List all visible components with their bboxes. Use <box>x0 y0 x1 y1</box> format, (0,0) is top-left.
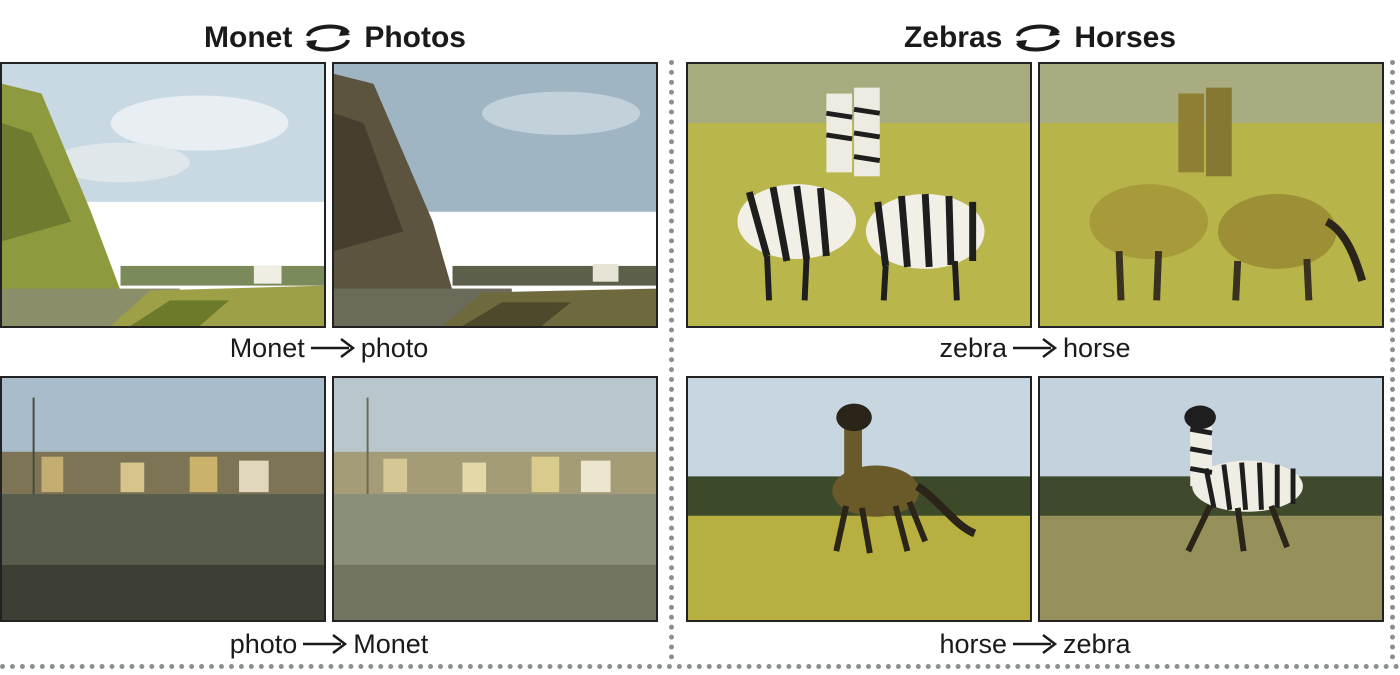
horse-photo-image <box>686 376 1032 622</box>
caption-to: horse <box>1063 332 1131 363</box>
photo-translated-river-image <box>332 62 658 328</box>
zebras-photo-image <box>686 62 1032 328</box>
right-arrow-icon <box>1013 338 1058 358</box>
cycle-arrows-icon <box>306 24 351 52</box>
caption-to: photo <box>360 332 429 363</box>
bottom-divider <box>0 664 1400 669</box>
left-title: Monet Photos <box>0 14 670 62</box>
right-border-divider <box>1390 60 1395 660</box>
caption-horse-to-zebra: horse zebra <box>686 626 1384 662</box>
caption-monet-to-photo: Monet photo <box>0 330 658 366</box>
right-arrow-icon <box>1013 634 1058 654</box>
monet-painting-river-image <box>0 62 326 328</box>
caption-photo-to-monet: photo Monet <box>0 626 658 662</box>
right-arrow-icon <box>303 634 348 654</box>
right-title-b: Horses <box>1074 21 1177 54</box>
zebra-translated-image <box>1038 376 1384 622</box>
right-title-a: Zebras <box>903 21 1003 54</box>
caption-from: photo <box>229 628 298 659</box>
horses-translated-image <box>1038 62 1384 328</box>
photo-harbor-image <box>0 376 326 622</box>
caption-to: Monet <box>353 628 429 659</box>
right-title: Zebras Horses <box>680 14 1400 62</box>
right-arrow-icon <box>310 338 355 358</box>
caption-from: Monet <box>229 332 305 363</box>
left-title-a: Monet <box>204 21 293 54</box>
caption-from: zebra <box>939 332 1007 363</box>
caption-from: horse <box>939 628 1007 659</box>
cycle-arrows-icon <box>1016 24 1061 52</box>
monet-style-harbor-image <box>332 376 658 622</box>
caption-zebra-to-horse: zebra horse <box>686 330 1384 366</box>
caption-to: zebra <box>1063 628 1131 659</box>
left-title-b: Photos <box>364 21 466 54</box>
vertical-divider <box>669 60 674 660</box>
